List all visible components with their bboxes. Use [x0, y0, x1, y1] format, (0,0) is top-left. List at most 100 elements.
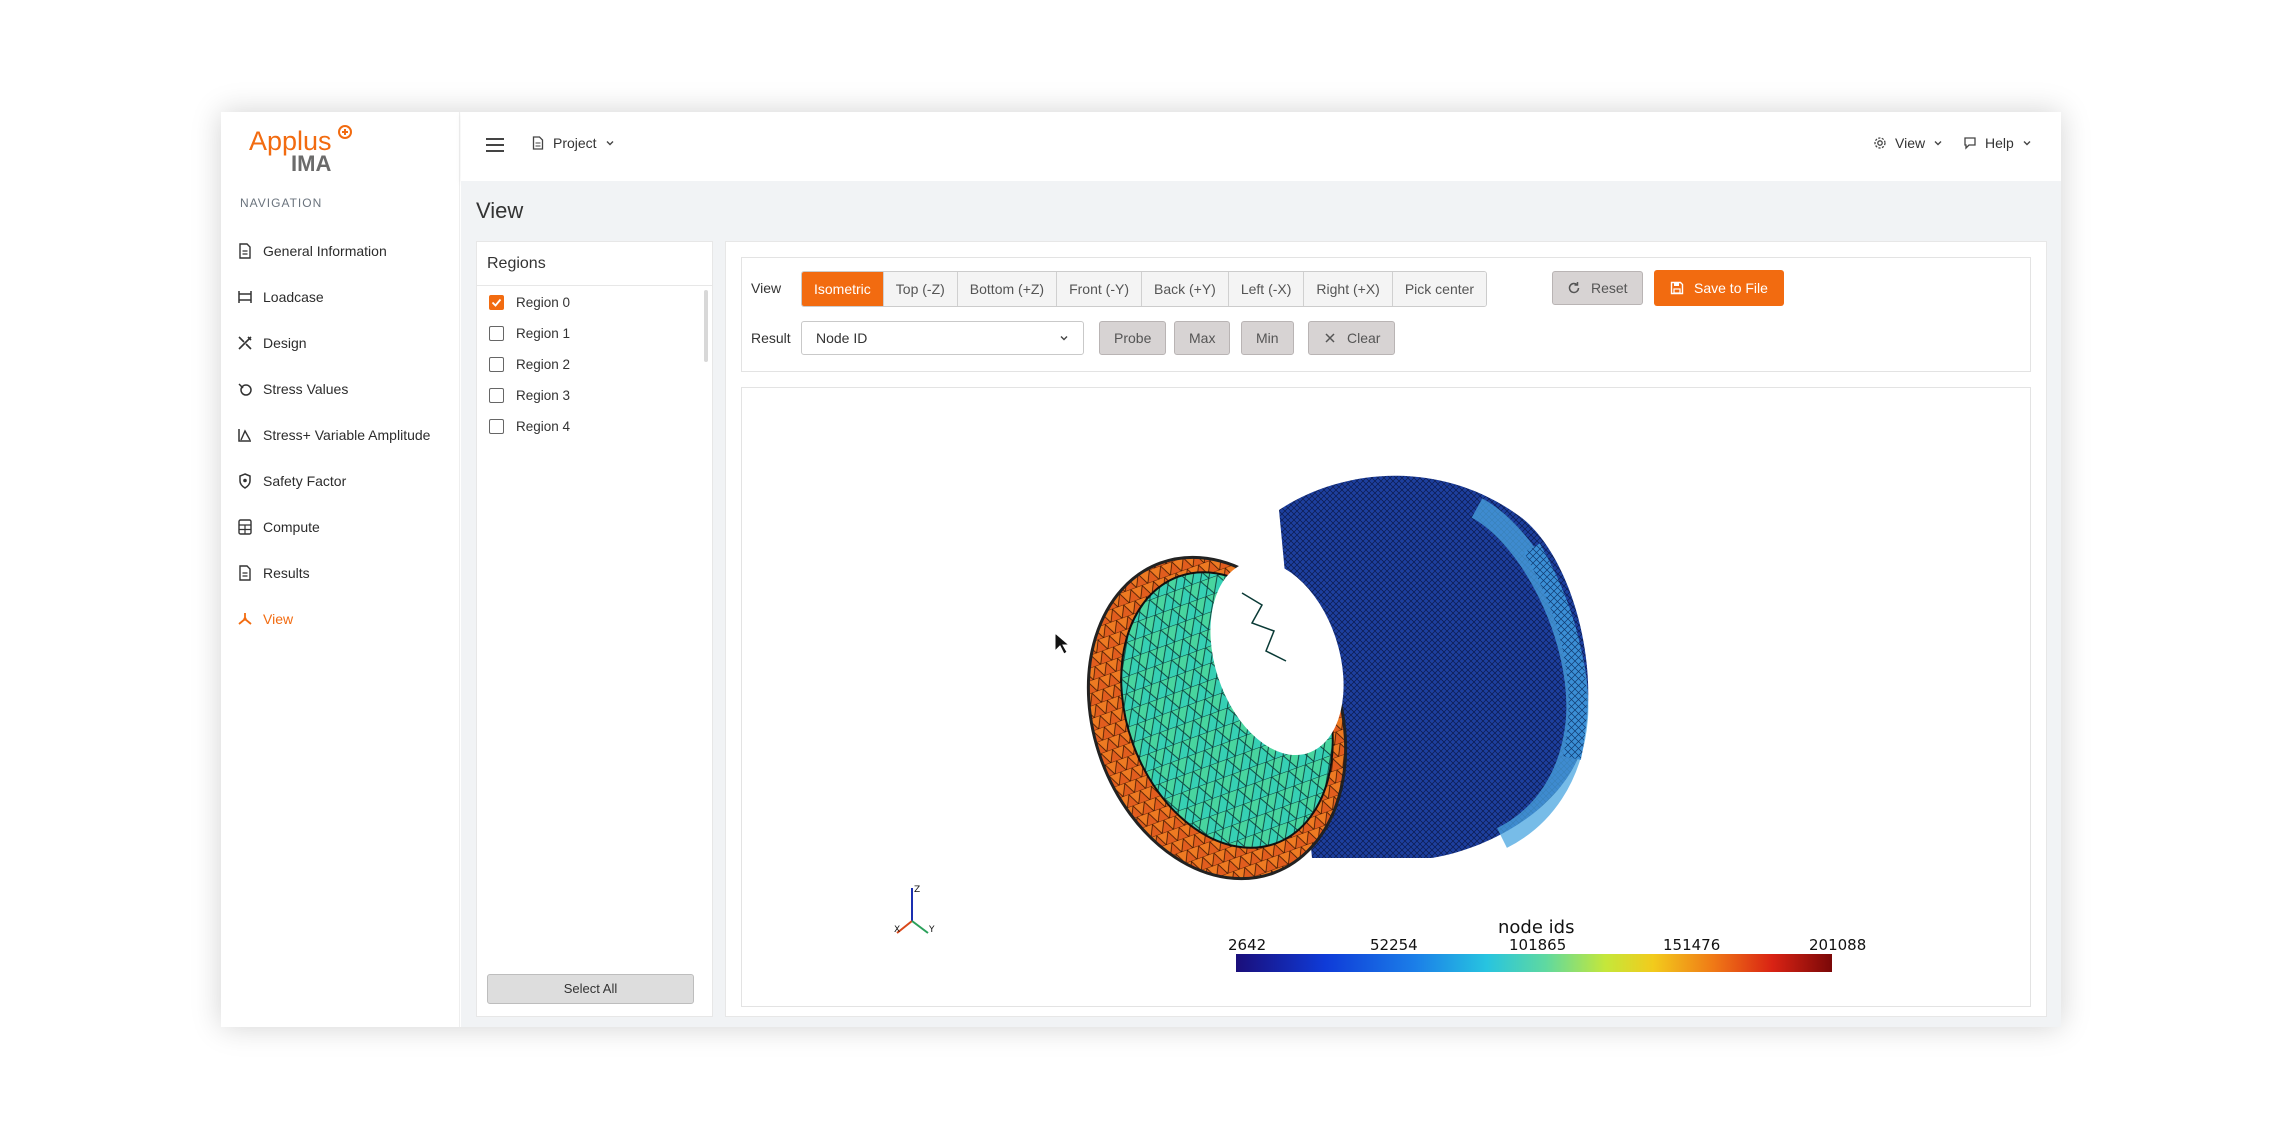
region-item-0[interactable]: Region 0: [477, 287, 712, 318]
min-button[interactable]: Min: [1241, 321, 1294, 355]
region-item-3[interactable]: Region 3: [477, 380, 712, 411]
region-checkbox[interactable]: [489, 419, 504, 434]
scalar-tick: 151476: [1663, 936, 1721, 954]
page-title: View: [476, 198, 524, 223]
close-icon: [1323, 331, 1337, 345]
view-menu[interactable]: View: [1873, 135, 1943, 151]
scalar-tick: 201088: [1809, 936, 1867, 954]
project-menu[interactable]: Project: [531, 135, 615, 151]
axis-z-label: Z: [914, 885, 920, 895]
nav-label: Stress Values: [263, 381, 349, 397]
nav-list: General Information Loadcase Design Stre…: [221, 228, 460, 642]
max-button[interactable]: Max: [1174, 321, 1231, 355]
region-label: Region 1: [516, 326, 571, 341]
view-menu-label: View: [1895, 135, 1926, 151]
chevron-down-icon: [1934, 141, 1942, 146]
region-checkbox[interactable]: [489, 388, 504, 403]
probe-button[interactable]: Probe: [1099, 321, 1167, 355]
region-checkbox[interactable]: [489, 295, 504, 310]
calculator-icon: [237, 519, 253, 535]
result-select[interactable]: Node ID: [801, 321, 1084, 355]
select-all-button[interactable]: Select All: [487, 974, 694, 1004]
nav-item-compute[interactable]: Compute: [221, 504, 460, 550]
project-menu-label: Project: [553, 135, 597, 151]
sidebar: Applus IMA NAVIGATION General Informatio…: [221, 112, 460, 1027]
region-label: Region 2: [516, 357, 571, 372]
save-to-file-button[interactable]: Save to File: [1654, 270, 1784, 306]
nav-item-view[interactable]: View: [221, 596, 460, 642]
app-window: Applus IMA NAVIGATION General Informatio…: [221, 112, 2061, 1027]
view-label: View: [751, 280, 782, 296]
region-item-4[interactable]: Region 4: [477, 411, 712, 442]
scalar-tick: 101865: [1509, 936, 1567, 954]
regions-scrollbar[interactable]: [704, 290, 708, 362]
nav-item-stress-variable-amplitude[interactable]: Stress+ Variable Amplitude: [221, 412, 460, 458]
nav-item-safety-factor[interactable]: Safety Factor: [221, 458, 460, 504]
nav-label: Compute: [263, 519, 320, 535]
clear-button[interactable]: Clear: [1308, 321, 1396, 355]
left-view-button[interactable]: Left (-X): [1228, 272, 1305, 306]
reset-label: Reset: [1591, 280, 1628, 296]
gear-icon: [1873, 136, 1887, 150]
top-view-button[interactable]: Top (-Z): [883, 272, 958, 306]
result-select-value: Node ID: [816, 330, 868, 346]
design-tools-icon: [237, 335, 253, 351]
region-label: Region 4: [516, 419, 571, 434]
applus-ima-logo: Applus IMA: [249, 124, 359, 176]
document-icon: [237, 243, 253, 259]
mouse-cursor-icon: [1054, 631, 1071, 655]
front-view-button[interactable]: Front (-Y): [1057, 272, 1142, 306]
cylinder-mesh[interactable]: [1045, 475, 1589, 915]
nav-item-general-information[interactable]: General Information: [221, 228, 460, 274]
nav-item-stress-values[interactable]: Stress Values: [221, 366, 460, 412]
region-item-2[interactable]: Region 2: [477, 349, 712, 380]
result-label: Result: [751, 330, 791, 346]
shield-icon: [237, 473, 253, 489]
view-controls: View Isometric Top (-Z) Bottom (+Z) Fron…: [741, 257, 2031, 372]
nav-item-loadcase[interactable]: Loadcase: [221, 274, 460, 320]
chart-triangle-icon: [237, 427, 253, 443]
view-panel: View Isometric Top (-Z) Bottom (+Z) Fron…: [725, 241, 2047, 1017]
chat-bubble-icon: [1963, 136, 1977, 150]
axis-y-label: Y: [928, 925, 935, 935]
refresh-icon: [1567, 281, 1581, 295]
document-icon: [237, 565, 253, 581]
reset-button[interactable]: Reset: [1552, 271, 1643, 305]
loadcase-icon: [237, 289, 253, 305]
region-checkbox[interactable]: [489, 326, 504, 341]
chevron-down-icon: [1060, 336, 1068, 341]
floppy-disk-icon: [1670, 281, 1684, 295]
logo-line2: IMA: [291, 151, 331, 176]
view-button-group: Isometric Top (-Z) Bottom (+Z) Front (-Y…: [801, 271, 1488, 307]
render-viewport[interactable]: Z X Y node ids 2642 52254 101865 151476 …: [741, 387, 2031, 1007]
logo-line1: Applus: [249, 126, 332, 156]
region-checkbox[interactable]: [489, 357, 504, 372]
help-menu[interactable]: Help: [1963, 135, 2032, 151]
nav-item-design[interactable]: Design: [221, 320, 460, 366]
chevron-down-icon: [2023, 141, 2031, 146]
view-tripod-icon: [237, 611, 253, 627]
hamburger-menu-icon[interactable]: [486, 138, 504, 152]
pick-center-button[interactable]: Pick center: [1392, 272, 1487, 306]
region-label: Region 3: [516, 388, 571, 403]
regions-panel: Regions Region 0 Region 1 Region 2 Regi: [476, 241, 713, 1017]
mesh-render[interactable]: Z X Y: [742, 388, 2031, 1007]
axis-x-label: X: [894, 925, 900, 935]
right-view-button[interactable]: Right (+X): [1304, 272, 1393, 306]
nav-label: View: [263, 611, 294, 627]
main-content: View Regions Region 0 Region 1 Region 2: [461, 181, 2061, 1027]
document-icon: [531, 136, 545, 150]
bottom-view-button[interactable]: Bottom (+Z): [957, 272, 1058, 306]
nav-label: Loadcase: [263, 289, 324, 305]
save-label: Save to File: [1694, 280, 1768, 296]
regions-title: Regions: [477, 242, 712, 286]
orientation-axes: Z X Y: [894, 885, 935, 935]
regions-list: Region 0 Region 1 Region 2 Region 3 Regi…: [477, 286, 712, 442]
region-item-1[interactable]: Region 1: [477, 318, 712, 349]
nav-item-results[interactable]: Results: [221, 550, 460, 596]
nav-label: Results: [263, 565, 310, 581]
isometric-button[interactable]: Isometric: [802, 272, 884, 306]
stress-icon: [237, 381, 253, 397]
back-view-button[interactable]: Back (+Y): [1141, 272, 1229, 306]
scalar-bar-title: node ids: [1498, 917, 1575, 938]
